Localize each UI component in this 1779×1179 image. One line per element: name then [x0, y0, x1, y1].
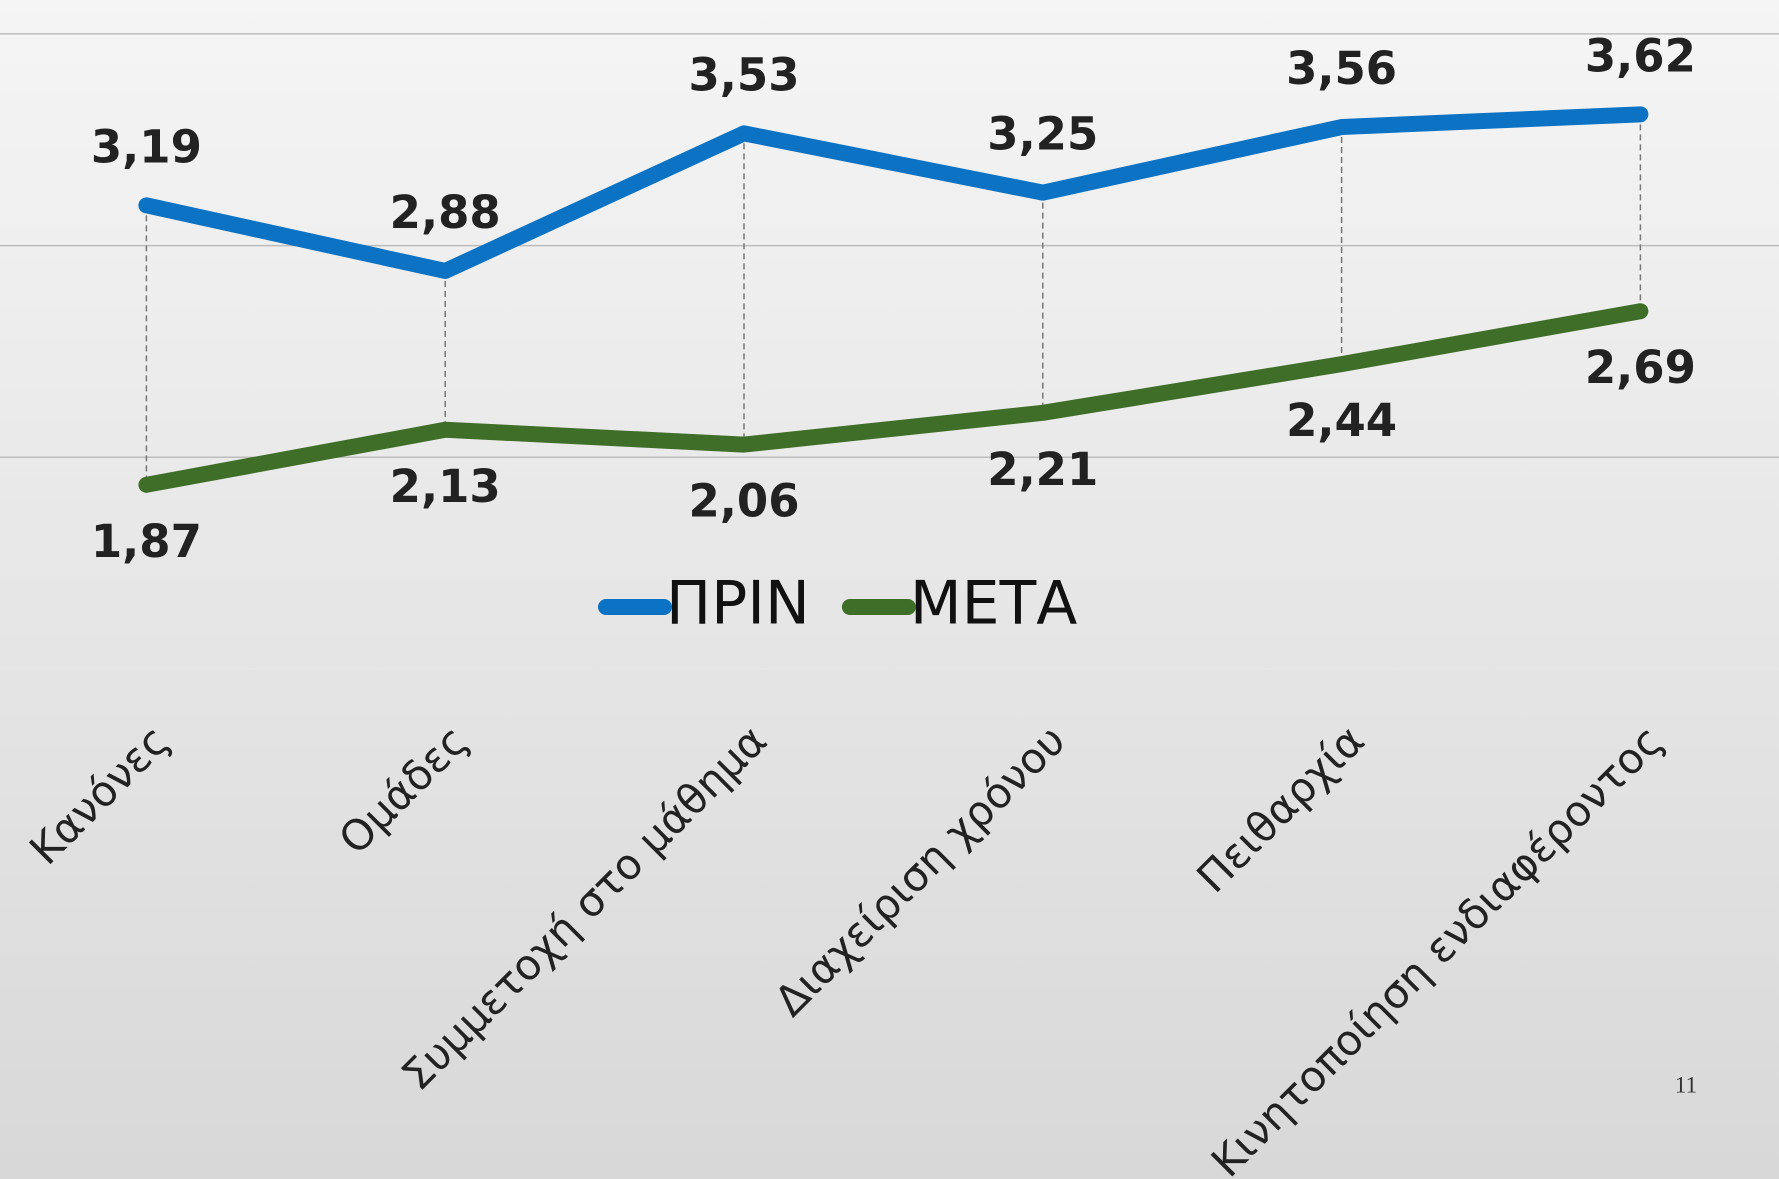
data-label: 3,19: [91, 120, 202, 173]
x-tick-label: Διαχείριση χρόνου: [765, 716, 1075, 1026]
data-label: 1,87: [91, 515, 202, 568]
data-label: 3,53: [688, 48, 799, 101]
data-label: 3,62: [1585, 29, 1696, 82]
data-label: 3,56: [1286, 42, 1397, 95]
series-line: [138, 303, 1649, 493]
data-label: 2,06: [688, 475, 799, 528]
data-label: 2,44: [1286, 394, 1397, 447]
data-label: 2,13: [390, 460, 501, 513]
data-label: 3,25: [987, 108, 1098, 161]
slide-number: 11: [1675, 1072, 1697, 1097]
series-line: [138, 106, 1649, 279]
legend-label: ΠΡΙΝ: [666, 569, 810, 639]
legend-label: ΜΕΤΑ: [910, 569, 1077, 639]
data-label: 2,21: [987, 443, 1098, 496]
x-tick-label: Ομάδες: [329, 716, 477, 864]
x-tick-label: Πειθαρχία: [1187, 716, 1373, 902]
data-label: 2,88: [390, 186, 501, 239]
x-tick-label: Κανόνες: [20, 716, 179, 875]
data-label: 2,69: [1585, 341, 1696, 394]
